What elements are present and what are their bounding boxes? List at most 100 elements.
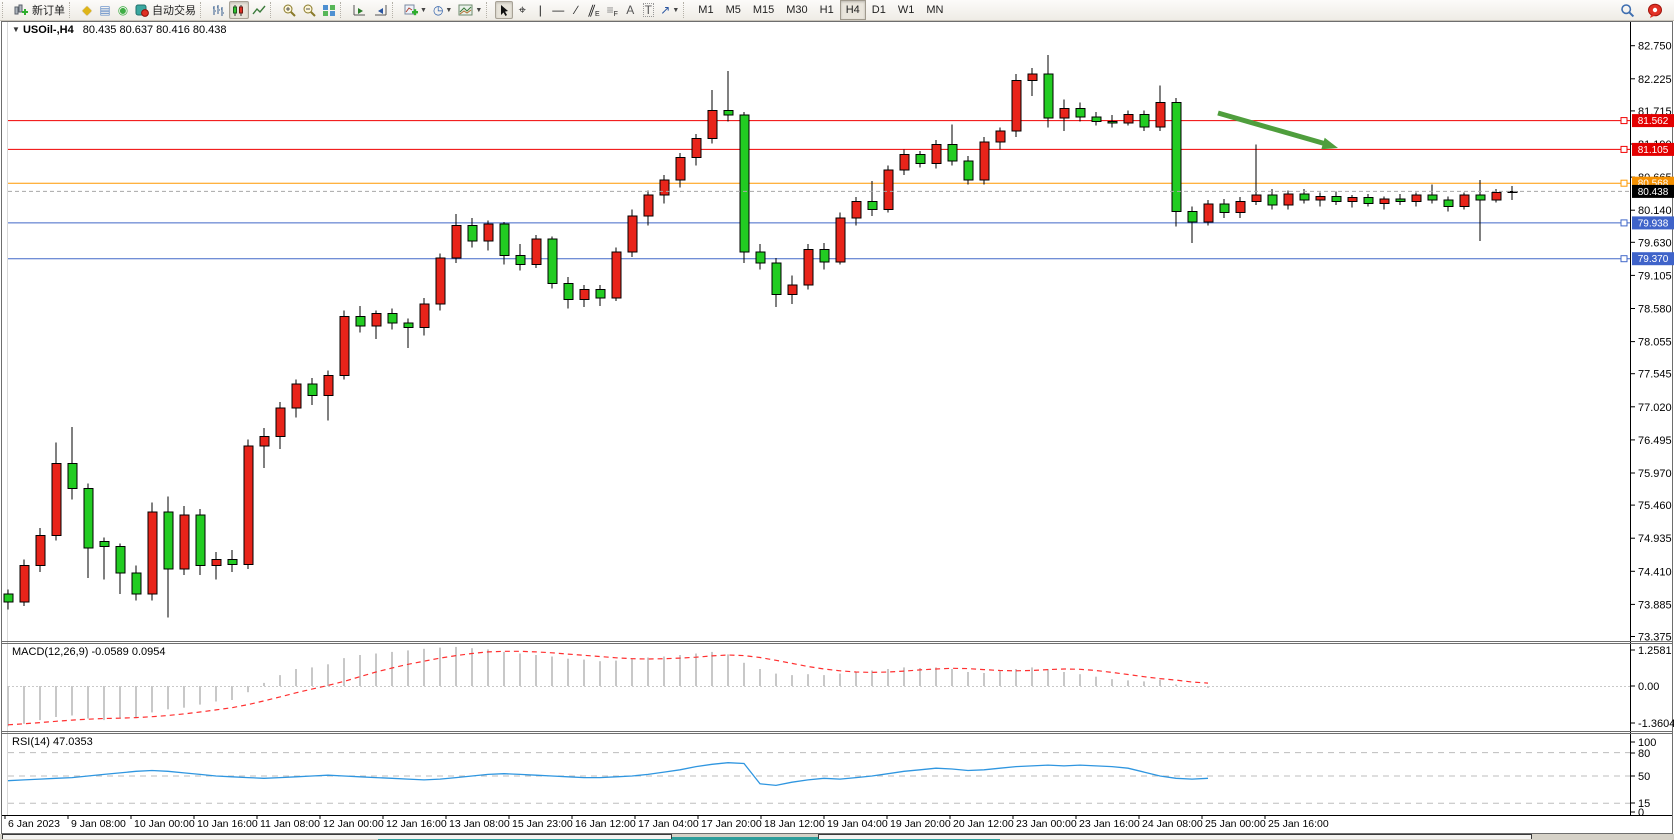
toolbar-separator xyxy=(392,2,400,18)
rsi-indicator-label: RSI(14) 47.0353 xyxy=(12,736,93,748)
auto-scroll-icon xyxy=(353,4,365,15)
tile-windows-button[interactable] xyxy=(319,1,339,19)
timeframe-M30[interactable]: M30 xyxy=(786,4,808,16)
svg-text:81.562: 81.562 xyxy=(1638,116,1669,127)
templates-dropdown[interactable]: ▼ xyxy=(455,1,485,19)
chart-window-button[interactable]: ▤ xyxy=(96,1,114,19)
svg-text:19 Jan 04:00: 19 Jan 04:00 xyxy=(827,818,888,830)
svg-text:20 Jan 12:00: 20 Jan 12:00 xyxy=(953,818,1014,830)
svg-text:79.630: 79.630 xyxy=(1638,237,1672,249)
equidistant-channel-tool[interactable]: ∥ E xyxy=(585,1,603,19)
svg-text:50: 50 xyxy=(1638,771,1650,783)
svg-text:73.375: 73.375 xyxy=(1638,632,1672,644)
chart-title: ▼ USOil-,H4 80.435 80.637 80.416 80.438 xyxy=(12,24,227,36)
zoom-in-icon xyxy=(283,4,296,17)
toolbar-grip xyxy=(2,2,10,18)
timeframe-bar: M1 M5 M15 M30 H1 H4 D1 W1 MN xyxy=(692,0,949,20)
timeframe-M5[interactable]: M5 xyxy=(725,4,741,16)
chart-symbol-period: USOil-,H4 xyxy=(22,24,74,36)
text-label-icon: T xyxy=(642,3,654,17)
svg-text:23 Jan 16:00: 23 Jan 16:00 xyxy=(1079,818,1140,830)
timeframe-H4[interactable]: H4 xyxy=(839,0,866,20)
zoom-out-button[interactable] xyxy=(299,1,319,19)
svg-text:11 Jan 08:00: 11 Jan 08:00 xyxy=(260,818,320,830)
svg-text:74.410: 74.410 xyxy=(1638,566,1672,578)
chat-notification-icon xyxy=(1648,3,1662,18)
toolbar-separator xyxy=(69,2,77,18)
bottom-window-strip xyxy=(0,834,1674,840)
dropdown-arrow-icon: ▼ xyxy=(672,6,680,14)
periods-clock-icon: ◷ xyxy=(432,3,444,17)
background-window-edge[interactable] xyxy=(2,834,672,839)
toolbar-separator xyxy=(200,2,208,18)
templates-icon xyxy=(458,4,473,16)
svg-text:81.105: 81.105 xyxy=(1638,145,1669,156)
search-button[interactable] xyxy=(1617,1,1638,19)
fibonacci-icon: ≡ xyxy=(606,3,614,17)
timeframe-M1[interactable]: M1 xyxy=(698,4,714,16)
trendline-tool[interactable]: ∕ xyxy=(567,1,585,19)
text-label-tool[interactable]: T xyxy=(639,1,657,19)
svg-text:80.140: 80.140 xyxy=(1638,205,1672,217)
svg-text:13 Jan 08:00: 13 Jan 08:00 xyxy=(449,818,510,830)
candlestick-chart-icon xyxy=(233,4,243,16)
svg-text:12 Jan 16:00: 12 Jan 16:00 xyxy=(386,818,447,830)
timeframe-M15[interactable]: M15 xyxy=(752,4,775,16)
timeframe-D1[interactable]: D1 xyxy=(871,4,886,16)
svg-text:79.105: 79.105 xyxy=(1638,270,1672,282)
new-order-label: 新订单 xyxy=(32,5,65,17)
signals-icon: ◉ xyxy=(117,3,129,17)
svg-text:-1.3604: -1.3604 xyxy=(1638,718,1674,730)
cursor-icon xyxy=(501,4,509,16)
bar-chart-button[interactable] xyxy=(209,1,229,19)
timeframe-H1[interactable]: H1 xyxy=(819,4,834,16)
svg-text:80.568: 80.568 xyxy=(1638,179,1669,190)
vertical-line-tool[interactable]: | xyxy=(531,1,549,19)
metaeditor-button[interactable]: ◆ xyxy=(78,1,96,19)
crosshair-tool-button[interactable]: ⌖ xyxy=(513,1,531,19)
toolbar-separator xyxy=(340,2,348,18)
zoom-in-button[interactable] xyxy=(279,1,299,19)
arrows-dropdown[interactable]: ↗ ▼ xyxy=(657,1,682,19)
line-chart-button[interactable] xyxy=(249,1,269,19)
search-icon xyxy=(1621,3,1635,17)
new-order-icon xyxy=(14,4,28,15)
horizontal-line-icon: — xyxy=(552,3,565,17)
chart-shift-icon xyxy=(375,4,387,15)
timeframe-MN[interactable]: MN xyxy=(926,4,944,16)
svg-text:12 Jan 00:00: 12 Jan 00:00 xyxy=(323,818,384,830)
autotrading-icon xyxy=(135,4,149,17)
autotrading-button[interactable]: 自动交易 xyxy=(132,1,199,19)
svg-text:100: 100 xyxy=(1638,737,1656,749)
svg-text:75.970: 75.970 xyxy=(1638,468,1672,480)
svg-text:82.225: 82.225 xyxy=(1638,74,1672,86)
text-tool[interactable]: A xyxy=(621,1,639,19)
signals-button[interactable]: ◉ xyxy=(114,1,132,19)
svg-text:1.2581: 1.2581 xyxy=(1638,645,1672,657)
svg-text:0.00: 0.00 xyxy=(1638,681,1659,693)
svg-text:25 Jan 00:00: 25 Jan 00:00 xyxy=(1205,818,1266,830)
toolbar-separator xyxy=(486,2,494,18)
horizontal-line-tool[interactable]: — xyxy=(549,1,567,19)
svg-text:74.935: 74.935 xyxy=(1638,533,1672,545)
svg-text:15 Jan 23:00: 15 Jan 23:00 xyxy=(512,818,573,830)
auto-scroll-button[interactable] xyxy=(349,1,370,19)
timeframe-W1[interactable]: W1 xyxy=(897,4,915,16)
indicators-dropdown[interactable]: ▼ xyxy=(401,1,430,19)
candlestick-chart-button[interactable] xyxy=(229,1,249,19)
periods-dropdown[interactable]: ◷ ▼ xyxy=(430,1,455,19)
collapse-arrow-icon[interactable]: ▼ xyxy=(12,25,20,34)
bar-chart-icon xyxy=(213,4,224,16)
svg-text:15: 15 xyxy=(1638,798,1650,810)
background-window-edge[interactable] xyxy=(818,834,1532,839)
cursor-tool-button[interactable] xyxy=(495,1,514,19)
new-order-button[interactable]: 新订单 xyxy=(11,1,68,19)
macd-indicator-label: MACD(12,26,9) -0.0589 0.0954 xyxy=(12,646,166,658)
notifications-button[interactable] xyxy=(1644,1,1666,19)
fibonacci-tool[interactable]: ≡ F xyxy=(603,1,621,19)
svg-text:76.495: 76.495 xyxy=(1638,435,1672,447)
svg-text:80.438: 80.438 xyxy=(1638,187,1669,198)
chart-shift-button[interactable] xyxy=(370,1,391,19)
